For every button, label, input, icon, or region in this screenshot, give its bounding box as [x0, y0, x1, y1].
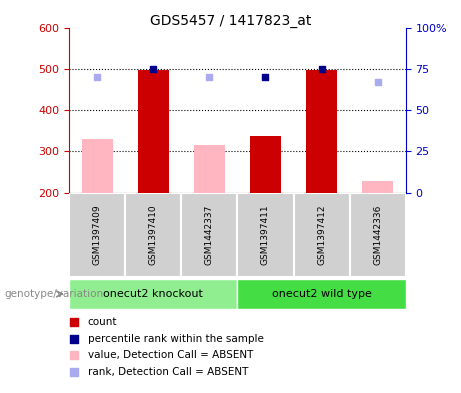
Bar — [194, 145, 225, 193]
Bar — [237, 193, 294, 277]
Bar — [138, 70, 169, 193]
Text: GDS5457 / 1417823_at: GDS5457 / 1417823_at — [150, 14, 311, 28]
Point — [70, 319, 77, 325]
Bar — [250, 136, 281, 193]
Text: genotype/variation: genotype/variation — [5, 289, 104, 299]
Text: GSM1442336: GSM1442336 — [373, 205, 382, 265]
Text: count: count — [88, 317, 117, 327]
Bar — [349, 193, 406, 277]
Point — [70, 352, 77, 358]
Point — [262, 74, 269, 80]
Bar — [306, 70, 337, 193]
Text: value, Detection Call = ABSENT: value, Detection Call = ABSENT — [88, 350, 253, 360]
Point — [374, 79, 381, 85]
Bar — [69, 279, 237, 309]
Bar — [294, 193, 349, 277]
Bar — [362, 181, 393, 193]
Text: onecut2 knockout: onecut2 knockout — [103, 289, 203, 299]
Point — [206, 74, 213, 80]
Bar — [82, 139, 112, 193]
Bar — [125, 193, 181, 277]
Point — [70, 369, 77, 375]
Point — [149, 66, 157, 72]
Text: percentile rank within the sample: percentile rank within the sample — [88, 334, 264, 344]
Point — [94, 74, 101, 80]
Text: onecut2 wild type: onecut2 wild type — [272, 289, 372, 299]
Text: GSM1397409: GSM1397409 — [93, 204, 102, 265]
Text: rank, Detection Call = ABSENT: rank, Detection Call = ABSENT — [88, 367, 248, 377]
Bar — [69, 193, 125, 277]
Point — [70, 336, 77, 342]
Text: GSM1397412: GSM1397412 — [317, 205, 326, 265]
Bar — [181, 193, 237, 277]
Text: GSM1442337: GSM1442337 — [205, 205, 214, 265]
Point — [318, 66, 325, 72]
Text: GSM1397411: GSM1397411 — [261, 204, 270, 265]
Bar — [237, 279, 406, 309]
Text: GSM1397410: GSM1397410 — [149, 204, 158, 265]
